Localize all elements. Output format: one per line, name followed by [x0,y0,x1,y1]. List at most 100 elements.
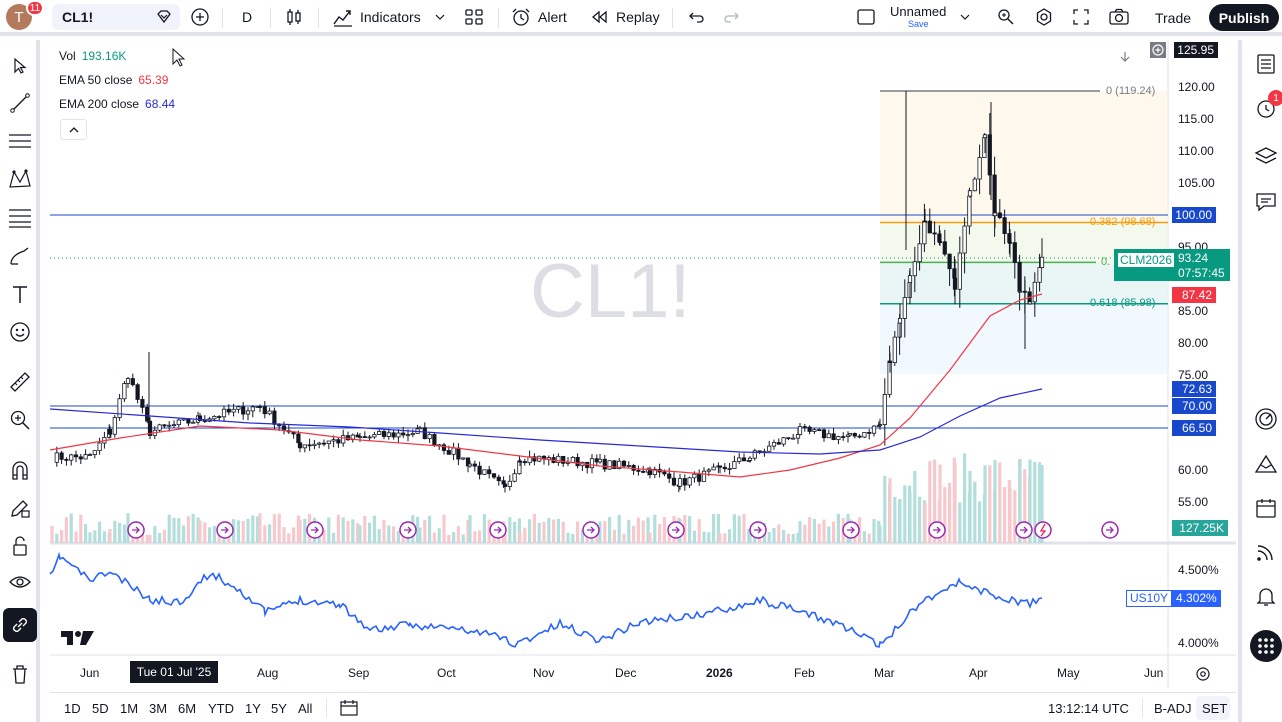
horizontal-lines-tool[interactable] [6,127,34,155]
symbol-search[interactable]: CL1! [52,4,180,30]
period-6m[interactable]: 6M [178,701,197,716]
contract-label: CLM2026 [1117,252,1176,268]
delete-tool[interactable] [6,660,34,688]
clock-timezone[interactable]: 13:12:14 UTC [1048,701,1129,716]
fib-levels-icon [9,209,31,228]
indicators-button[interactable]: Indicators [332,0,445,34]
undo-button[interactable] [686,0,706,34]
watchlist-button[interactable] [1252,50,1280,78]
calendar-range-icon[interactable] [339,699,359,717]
volume-bar [888,478,892,543]
symbol-name: CL1! [62,9,94,25]
hotlist-button[interactable] [1252,405,1280,433]
chart-type-button[interactable] [284,0,304,34]
candle-body [817,429,822,432]
emoji-tool[interactable] [6,318,34,346]
redo-button[interactable] [722,0,742,34]
axis-settings-icon[interactable] [1195,666,1211,682]
collapse-legend-button[interactable] [60,119,87,140]
visibility-tool[interactable] [6,568,34,596]
time-label: Apr [969,666,988,680]
period-1y[interactable]: 1Y [245,701,261,716]
ema200-legend[interactable]: EMA 200 close 68.44 [59,97,175,111]
trade-button[interactable]: Trade [1146,4,1200,31]
redo-icon [724,12,739,23]
volume-bar [883,475,887,543]
bar-countdown: 07:57:45 [1178,266,1225,280]
interval-button[interactable]: D [242,0,252,34]
adjustment-toggle[interactable]: B-ADJ [1154,701,1192,716]
period-all[interactable]: All [298,701,313,716]
alert-button[interactable]: Alert [510,0,567,34]
text-tool[interactable] [6,280,34,308]
snapshot-button[interactable] [1108,0,1130,34]
keep-drawing-tool[interactable] [6,494,34,522]
volume-bar [612,529,616,543]
period-1d[interactable]: 1D [64,701,81,716]
layout-name[interactable]: Unnamed Save [890,5,946,31]
volume-bar [707,532,711,543]
pattern-tool[interactable] [6,165,34,193]
replay-button[interactable]: Replay [590,0,660,34]
volume-bar [98,521,102,543]
period-1m[interactable]: 1M [120,701,139,716]
session-toggle[interactable]: SET [1202,701,1228,716]
ideas-button[interactable] [1252,450,1280,478]
symbol-info-icon[interactable] [156,10,172,24]
period-5d[interactable]: 5D [92,701,109,716]
cursor-tool[interactable] [6,52,34,80]
chat-button[interactable] [1252,188,1280,216]
fib-tool[interactable] [6,203,34,231]
zoom-tool[interactable] [6,406,34,434]
candle-body [331,439,336,442]
candle-body [341,435,346,444]
candle-body [912,261,917,277]
calendar-button[interactable] [1252,494,1280,522]
scroll-down-icon[interactable] [1118,50,1132,64]
volume-legend[interactable]: Vol 193.16K [59,49,126,63]
volume-bar [653,514,657,543]
add-symbol-button[interactable] [190,0,210,34]
period-ytd[interactable]: YTD [208,701,234,716]
volume-bar [396,530,400,543]
apps-menu-button[interactable] [1250,630,1282,662]
volume-bar [923,502,927,543]
fullscreen-button[interactable] [1071,0,1091,34]
volume-bar [198,520,202,543]
quick-search-button[interactable] [996,0,1016,34]
plus-square-icon[interactable] [1150,42,1166,58]
period-3m[interactable]: 3M [149,701,168,716]
volume-bar [786,533,790,543]
candle-body [122,383,127,400]
publish-button[interactable]: Publish [1209,4,1279,31]
brush-tool[interactable] [6,242,34,270]
candle-body [767,445,772,452]
candle-body [1037,267,1042,283]
templates-button[interactable] [464,0,484,34]
notifications-button[interactable] [1252,582,1280,610]
magnet-tool[interactable] [6,456,34,484]
trend-line-tool[interactable] [6,89,34,117]
alerts-button[interactable] [1252,94,1280,122]
settings-button[interactable] [1034,0,1054,34]
candle-body [262,406,267,415]
data-window-button[interactable] [1252,142,1280,170]
period-5y[interactable]: 5Y [271,701,287,716]
candle-body [472,463,477,467]
volume-bar [298,519,302,543]
measure-tool[interactable] [6,368,34,396]
candle-body [556,455,561,463]
volume-bar [552,519,556,543]
ema50-legend[interactable]: EMA 50 close 65.39 [59,73,168,87]
fib-zone-top [880,91,1168,223]
layout-checkbox[interactable] [856,0,876,34]
layout-menu-button[interactable] [960,0,970,34]
candle-body [477,465,482,475]
lock-tool[interactable] [6,532,34,560]
volume-bar [867,533,871,543]
candle-body [626,465,631,467]
news-button[interactable] [1252,538,1280,566]
link-tool[interactable] [3,608,37,642]
volume-bar [963,453,967,543]
